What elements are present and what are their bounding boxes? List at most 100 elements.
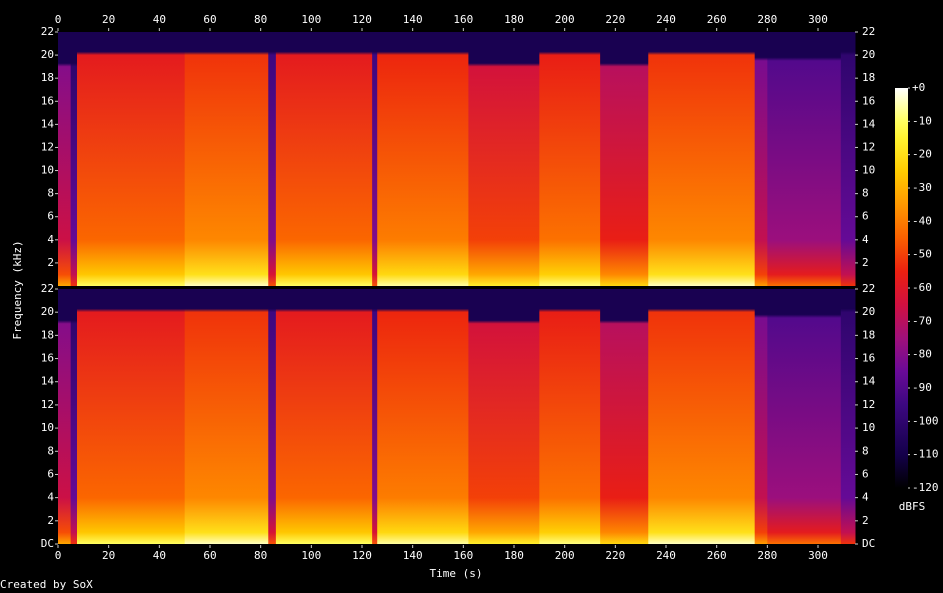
- x-tick-label: 220: [605, 549, 625, 562]
- x-tick-label-top: 240: [656, 13, 676, 26]
- x-tick-label: 120: [352, 549, 372, 562]
- y-tick-label: 4: [47, 491, 54, 504]
- x-tick-label: 140: [403, 549, 423, 562]
- x-tick-label: 160: [453, 549, 473, 562]
- y-tick-label-right: 12: [862, 398, 875, 411]
- y-tick-label-right: 22: [862, 25, 875, 38]
- y-tick-label: 2: [47, 256, 54, 269]
- colorbar-tick-label: -80: [912, 348, 932, 361]
- x-tick-label: 0: [55, 549, 62, 562]
- colorbar-tick-label: -110: [912, 448, 939, 461]
- colorbar-tick-label: -40: [912, 214, 932, 227]
- y-tick-label: 6: [47, 210, 54, 223]
- credit: Created by SoX: [0, 578, 93, 591]
- spectrogram-section: [268, 289, 277, 544]
- y-tick-label-right: DC: [862, 537, 875, 550]
- x-tick-label-top: 220: [605, 13, 625, 26]
- x-tick-label-top: 120: [352, 13, 372, 26]
- spectrogram-section: [754, 289, 768, 544]
- y-tick-label: 10: [41, 421, 54, 434]
- spectrogram-section: [184, 289, 269, 544]
- y-tick-label-right: 10: [862, 421, 875, 434]
- x-tick-label-top: 200: [555, 13, 575, 26]
- x-tick-label: 100: [301, 549, 321, 562]
- x-tick-label-top: 40: [153, 13, 166, 26]
- spectrogram-section: [372, 32, 378, 286]
- y-tick-label-right: 18: [862, 71, 875, 84]
- y-tick-label: 4: [47, 233, 54, 246]
- x-tick-label-top: 280: [757, 13, 777, 26]
- y-tick-label: 18: [41, 328, 54, 341]
- spectrogram-section: [754, 32, 768, 286]
- y-tick-label-right: 16: [862, 94, 875, 107]
- colorbar-tick-label: +0: [912, 81, 925, 94]
- y-tick-label-right: 4: [862, 233, 869, 246]
- spectrogram-section: [58, 32, 72, 286]
- y-tick-label-right: 20: [862, 305, 875, 318]
- spectrogram-section: [468, 32, 540, 286]
- spectrogram-section: [539, 289, 601, 544]
- colorbar-tick-label: -70: [912, 314, 932, 327]
- y-tick-label: DC: [41, 537, 54, 550]
- colorbar-tick-label: -100: [912, 414, 939, 427]
- y-tick-label-right: 2: [862, 514, 869, 527]
- x-tick-label: 180: [504, 549, 524, 562]
- y-tick-label: 18: [41, 71, 54, 84]
- y-tick-label-right: 6: [862, 210, 869, 223]
- y-tick-label-right: 8: [862, 444, 869, 457]
- spectrogram-section: [70, 32, 78, 286]
- spectrogram-section: [840, 289, 856, 544]
- spectrogram-section: [77, 32, 186, 286]
- x-tick-label: 20: [102, 549, 115, 562]
- spectrogram-section: [648, 289, 756, 544]
- y-tick-label: 16: [41, 94, 54, 107]
- y-tick-label-right: 10: [862, 164, 875, 177]
- y-tick-label: 16: [41, 352, 54, 365]
- x-tick-label: 200: [555, 549, 575, 562]
- colorbar-tick-label: -60: [912, 281, 932, 294]
- y-tick-label: 14: [41, 375, 55, 388]
- y-tick-label: 14: [41, 117, 55, 130]
- spectrogram-section: [539, 32, 601, 286]
- y-tick-label: 22: [41, 25, 54, 38]
- colorbar-tick-label: -10: [912, 114, 932, 127]
- y-tick-label: 12: [41, 140, 54, 153]
- y-tick-label-right: 20: [862, 48, 875, 61]
- spectrogram-section: [275, 32, 373, 286]
- colorbar-tick-label: -50: [912, 248, 932, 261]
- spectrogram-section: [377, 32, 469, 286]
- x-tick-label: 40: [153, 549, 166, 562]
- spectrogram-section: [600, 32, 649, 286]
- x-tick-label-top: 180: [504, 13, 524, 26]
- x-tick-label-top: 60: [203, 13, 216, 26]
- x-tick-label-top: 140: [403, 13, 423, 26]
- x-tick-label: 60: [203, 549, 216, 562]
- colorbar-tick-label: -120: [912, 481, 939, 494]
- x-tick-label-top: 0: [55, 13, 62, 26]
- colorbar-tick-label: -20: [912, 148, 932, 161]
- x-tick-label-top: 80: [254, 13, 267, 26]
- spectrogram-section: [268, 32, 277, 286]
- x-tick-label: 300: [808, 549, 828, 562]
- spectrogram-section: [77, 289, 186, 544]
- y-tick-label: 2: [47, 514, 54, 527]
- y-tick-label: 10: [41, 164, 54, 177]
- x-tick-label: 80: [254, 549, 267, 562]
- y-tick-label: 8: [47, 444, 54, 457]
- y-tick-label: 20: [41, 48, 54, 61]
- y-tick-label-right: 18: [862, 328, 875, 341]
- y-tick-label: 8: [47, 187, 54, 200]
- spectrogram-section: [600, 289, 649, 544]
- spectrogram-section: [377, 289, 469, 544]
- x-tick-label: 280: [757, 549, 777, 562]
- y-tick-label-right: 2: [862, 256, 869, 269]
- x-tick-label-top: 260: [707, 13, 727, 26]
- spectrogram-section: [468, 289, 540, 544]
- spectrogram-section: [58, 289, 72, 544]
- x-tick-label-top: 100: [301, 13, 321, 26]
- y-tick-label-right: 6: [862, 467, 869, 480]
- x-tick-label: 260: [707, 549, 727, 562]
- x-tick-label-top: 160: [453, 13, 473, 26]
- colorbar: [895, 88, 908, 488]
- x-tick-label-top: 300: [808, 13, 828, 26]
